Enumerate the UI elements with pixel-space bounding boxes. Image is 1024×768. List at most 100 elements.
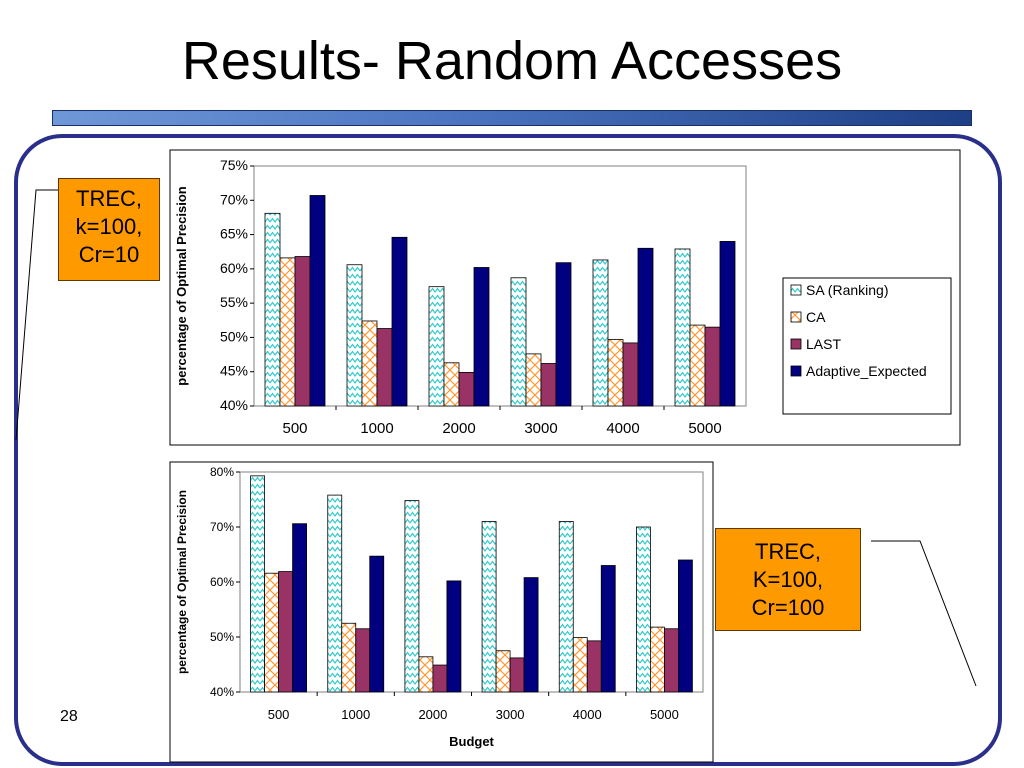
bar-1-3-5 bbox=[678, 559, 693, 693]
callout-2-line bbox=[871, 540, 977, 687]
bar-1-1-4 bbox=[572, 637, 588, 693]
bar-1-0-1 bbox=[327, 494, 343, 693]
bar-0-3-2 bbox=[473, 267, 490, 407]
x-tick-label-0-2: 2000 bbox=[442, 420, 475, 437]
bar-0-2-0 bbox=[294, 256, 311, 407]
bar-0-2-4 bbox=[622, 342, 639, 407]
bar-1-2-2 bbox=[432, 664, 448, 693]
bar-1-0-0 bbox=[250, 475, 265, 693]
bar-0-1-3 bbox=[525, 353, 542, 407]
bar-1-0-4 bbox=[558, 521, 574, 693]
bar-1-2-0 bbox=[278, 571, 293, 693]
bar-1-3-3 bbox=[523, 577, 539, 693]
bar-1-2-5 bbox=[664, 628, 679, 693]
x-tick-label-1-4: 4000 bbox=[573, 707, 602, 722]
y-tick-label-0-0: 40% bbox=[220, 397, 248, 413]
legend-label-0-1: CA bbox=[806, 309, 826, 325]
legend-swatch-0-3 bbox=[790, 365, 802, 377]
callout-1-text: TREC, k=100, Cr=10 bbox=[75, 186, 143, 267]
x-tick-label-1-1: 1000 bbox=[341, 707, 370, 722]
y-tick-label-0-4: 60% bbox=[220, 260, 248, 276]
bar-0-1-1 bbox=[361, 320, 378, 407]
bar-1-0-5 bbox=[636, 526, 651, 693]
title-bar bbox=[52, 110, 972, 126]
bar-1-1-5 bbox=[650, 626, 665, 693]
legend-label-0-2: LAST bbox=[806, 336, 841, 352]
bar-0-2-3 bbox=[540, 363, 557, 407]
y-tick-label-0-5: 65% bbox=[220, 226, 248, 242]
bar-0-3-3 bbox=[555, 262, 572, 407]
slide-title: Results- Random Accesses bbox=[181, 31, 843, 91]
bar-1-0-3 bbox=[481, 521, 497, 693]
bar-0-0-2 bbox=[428, 286, 445, 407]
x-tick-label-1-5: 5000 bbox=[650, 707, 679, 722]
legend-swatch-0-1 bbox=[790, 311, 802, 323]
legend-label-0-0: SA (Ranking) bbox=[806, 282, 888, 298]
x-axis-label-1: Budget bbox=[449, 734, 494, 749]
bar-0-0-3 bbox=[510, 277, 527, 407]
bar-0-3-4 bbox=[637, 247, 654, 407]
bar-1-3-0 bbox=[292, 523, 307, 693]
y-axis-label-0: percentage of Optimal Precision bbox=[174, 186, 189, 385]
bar-1-0-2 bbox=[404, 500, 420, 693]
bar-0-0-5 bbox=[674, 248, 691, 407]
bar-0-0-1 bbox=[346, 264, 363, 407]
slide-number: 28 bbox=[60, 708, 78, 725]
bar-0-1-4 bbox=[607, 339, 624, 407]
bar-0-1-0 bbox=[279, 257, 296, 407]
bar-0-1-5 bbox=[689, 324, 706, 407]
bar-1-1-3 bbox=[495, 650, 511, 693]
bar-1-1-0 bbox=[264, 572, 279, 693]
x-tick-label-0-1: 1000 bbox=[360, 420, 393, 437]
bar-0-3-5 bbox=[719, 241, 736, 407]
bar-1-3-4 bbox=[600, 565, 616, 693]
bar-0-2-1 bbox=[376, 328, 393, 407]
y-axis-label-1: percentage of Optimal Precision bbox=[175, 490, 189, 674]
y-tick-label-1-3: 70% bbox=[210, 520, 234, 534]
legend-swatch-0-0 bbox=[790, 284, 802, 296]
x-tick-label-1-2: 2000 bbox=[418, 707, 447, 722]
legend-swatch-0-2 bbox=[790, 338, 802, 350]
legend-label-0-3: Adaptive_Expected bbox=[806, 363, 927, 379]
plot-area-1 bbox=[239, 471, 704, 693]
bar-1-1-2 bbox=[418, 656, 434, 693]
bar-1-3-2 bbox=[446, 580, 462, 693]
chart-bottom: 40% 50% 60% 70% 80% percentage of Optimal Pre… bbox=[169, 461, 714, 763]
y-tick-label-1-1: 50% bbox=[210, 630, 234, 644]
content-frame bbox=[14, 134, 1002, 766]
x-tick-label-0-0: 500 bbox=[282, 420, 307, 437]
bar-0-0-0 bbox=[264, 212, 281, 407]
y-tick-label-0-7: 75% bbox=[220, 157, 248, 173]
bar-0-3-0 bbox=[309, 195, 326, 407]
x-tick-label-1-3: 3000 bbox=[496, 707, 525, 722]
x-tick-label-0-3: 3000 bbox=[524, 420, 557, 437]
callout-trec-cr100: TREC, K=100, Cr=100 bbox=[715, 528, 861, 631]
bar-0-0-4 bbox=[592, 259, 609, 407]
x-tick-label-0-5: 5000 bbox=[688, 420, 721, 437]
bar-0-2-2 bbox=[458, 371, 475, 407]
y-tick-label-0-3: 55% bbox=[220, 294, 248, 310]
y-tick-label-0-2: 50% bbox=[220, 328, 248, 344]
bar-1-1-1 bbox=[341, 622, 357, 693]
plot-area-0 bbox=[253, 165, 747, 407]
bar-1-3-1 bbox=[369, 555, 385, 693]
callout-trec-cr10: TREC, k=100, Cr=10 bbox=[58, 178, 160, 281]
bar-0-3-1 bbox=[391, 236, 408, 407]
bar-0-1-2 bbox=[443, 362, 460, 407]
y-tick-label-0-6: 70% bbox=[220, 191, 248, 207]
x-tick-label-0-4: 4000 bbox=[606, 420, 639, 437]
bar-0-2-5 bbox=[704, 326, 721, 407]
y-tick-label-0-1: 45% bbox=[220, 363, 248, 379]
y-tick-label-1-2: 60% bbox=[210, 575, 234, 589]
x-tick-label-1-0: 500 bbox=[268, 707, 290, 722]
bar-1-2-1 bbox=[355, 628, 371, 693]
bar-1-2-3 bbox=[509, 657, 525, 693]
callout-2-text: TREC, K=100, Cr=100 bbox=[751, 539, 825, 620]
chart-top: 40% 45% 50% 55% 60% 65% 70% 75% percentage of Op… bbox=[169, 149, 961, 446]
bar-1-2-4 bbox=[586, 640, 602, 693]
y-tick-label-1-0: 40% bbox=[210, 685, 234, 699]
callout-1-line bbox=[15, 189, 58, 441]
legend-box-0 bbox=[782, 277, 952, 415]
